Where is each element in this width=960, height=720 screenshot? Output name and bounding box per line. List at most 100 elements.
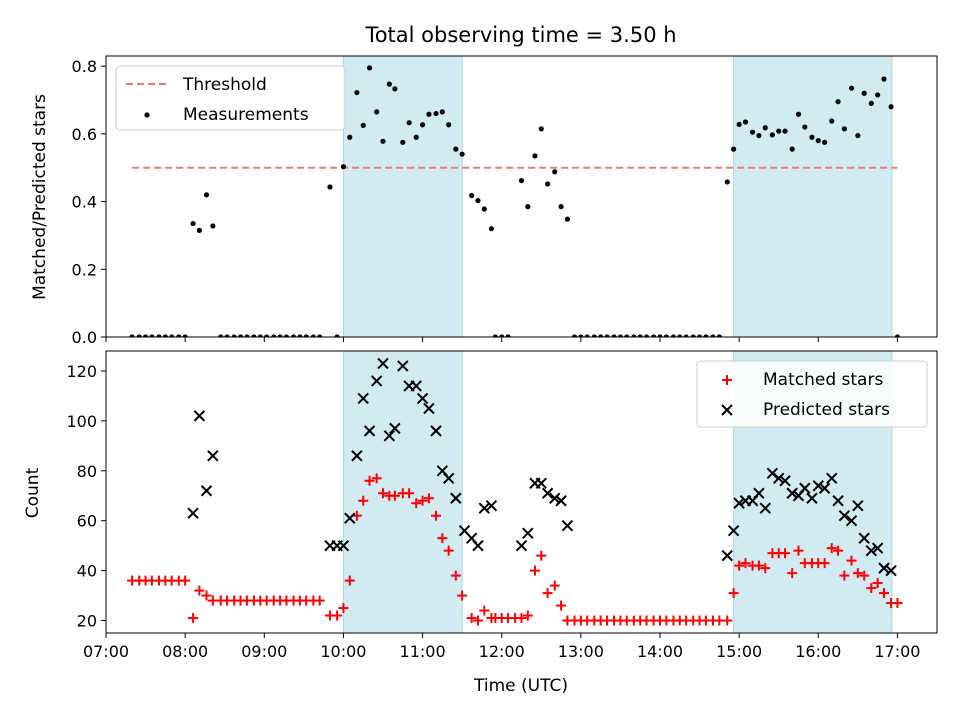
x-b [187, 507, 199, 519]
predicted-point [865, 544, 878, 557]
matched-point [314, 595, 325, 606]
predicted-point [826, 472, 838, 484]
predicted-point [383, 430, 396, 442]
x-b [363, 425, 376, 437]
predicted-point [357, 392, 369, 405]
x-b [852, 500, 864, 512]
measurement-point [340, 164, 347, 170]
plot-area [127, 357, 903, 626]
measurement-point [283, 334, 290, 337]
x-b [766, 467, 779, 479]
x-b [773, 472, 785, 484]
x-axis-label: Time (UTC) [473, 676, 568, 696]
measurement-point [604, 334, 610, 337]
measurement-point [334, 334, 340, 337]
bottom-y-axis-label: Count [23, 467, 43, 518]
x-b [549, 492, 561, 504]
x-b [721, 404, 733, 416]
measurement-point [218, 334, 224, 337]
x-b [727, 524, 740, 537]
predicted-point [351, 450, 363, 462]
measurement-point [190, 220, 196, 227]
x-b [397, 360, 409, 372]
y-tick-label: 20 [77, 612, 97, 631]
measurement-point [716, 334, 722, 337]
x-b [759, 502, 771, 514]
legend-measurements-label: Measurements [183, 105, 309, 125]
matched-point [892, 598, 903, 609]
x-b [733, 497, 745, 509]
matched-point [332, 610, 343, 621]
y-tick-label: 0.4 [72, 193, 97, 212]
measurement-point [518, 177, 525, 184]
measurement-point [264, 334, 270, 337]
measurement-point [822, 139, 828, 145]
measurement-point [868, 100, 874, 106]
matched-point [194, 585, 205, 596]
measurement-point [446, 122, 452, 128]
x-b [786, 487, 798, 499]
measurement-point [251, 334, 257, 337]
measurement-point [231, 334, 237, 337]
predicted-point [885, 564, 897, 577]
predicted-point [779, 475, 791, 487]
x-b [410, 380, 422, 392]
predicted-point [397, 360, 409, 372]
x-b [458, 524, 471, 537]
predicted-point [535, 477, 547, 489]
x-b [878, 562, 890, 574]
measurement-point [488, 226, 495, 232]
predicted-point [871, 542, 884, 554]
x-b [753, 487, 765, 499]
predicted-point [337, 539, 350, 552]
measurement-point [538, 126, 544, 132]
measurement-point [624, 334, 630, 337]
predicted-point [541, 487, 554, 499]
y-tick-label: 0.8 [72, 57, 97, 76]
x-tick-label: 15:00 [716, 642, 762, 661]
measurement-point [129, 334, 135, 337]
x-b [377, 357, 389, 370]
measurement-point [769, 132, 775, 138]
x-b [806, 492, 818, 504]
measurement-point [162, 334, 168, 337]
measurement-point [347, 134, 353, 140]
predicted-point [759, 502, 771, 514]
predicted-point [845, 514, 858, 527]
measurement-point [453, 146, 459, 152]
x-b [423, 402, 435, 415]
x-b [351, 450, 363, 462]
x-b [370, 375, 383, 387]
predicted-point [377, 357, 389, 370]
matched-point [180, 575, 191, 586]
measurement-point [663, 334, 669, 337]
matched-point [839, 570, 850, 581]
bottom-panel-frame [105, 350, 938, 634]
matched-point [740, 558, 751, 569]
x-b [193, 410, 206, 422]
x-b [561, 519, 574, 532]
measurement-point [469, 192, 475, 199]
measurement-point [244, 334, 250, 337]
measurement-point [433, 110, 439, 117]
predicted-point [193, 410, 206, 422]
bottom-legend: Matched stars Predicted stars [696, 360, 928, 428]
x-b [858, 532, 870, 544]
matched-point [522, 610, 533, 621]
matched-point [872, 578, 883, 589]
x-b [416, 392, 429, 405]
measurement-point [795, 111, 802, 117]
measurement-point [578, 334, 584, 337]
measurement-point [426, 111, 432, 117]
predicted-point [721, 549, 733, 562]
x-b [541, 487, 554, 499]
measurement-point [657, 334, 663, 337]
predicted-point [472, 539, 484, 552]
predicted-point [806, 492, 818, 504]
measurement-point [591, 334, 597, 337]
measurement-point [203, 192, 210, 198]
measurement-point [156, 334, 162, 337]
measurement-point [683, 334, 689, 337]
x-b [436, 465, 449, 477]
matched-point [529, 565, 540, 576]
